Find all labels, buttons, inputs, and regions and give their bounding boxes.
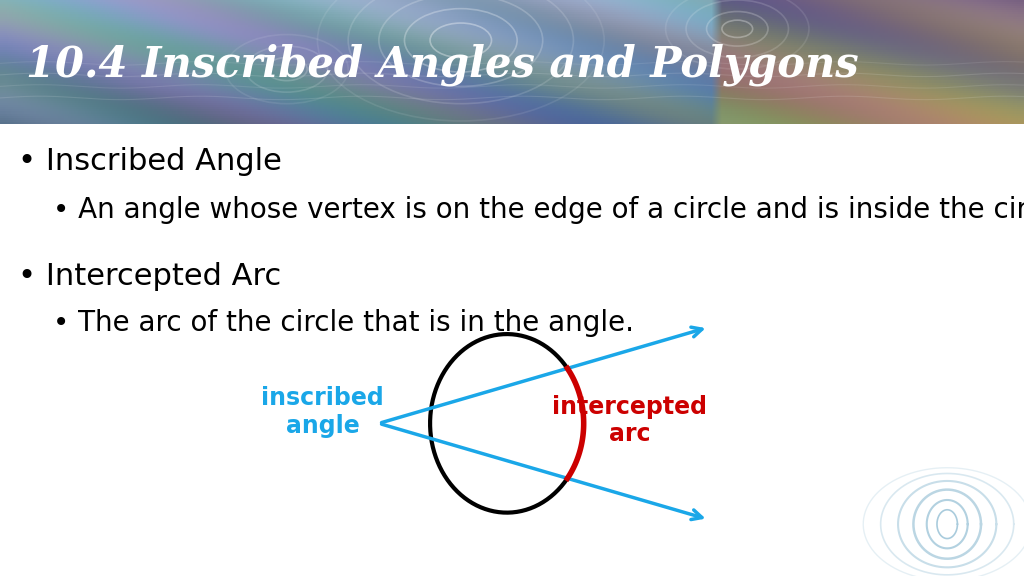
Text: intercepted
arc: intercepted arc [552, 395, 708, 446]
Text: inscribed
angle: inscribed angle [261, 386, 384, 438]
Text: • The arc of the circle that is in the angle.: • The arc of the circle that is in the a… [53, 309, 634, 336]
Text: 10.4 Inscribed Angles and Polygons: 10.4 Inscribed Angles and Polygons [26, 43, 858, 86]
Text: • Intercepted Arc: • Intercepted Arc [18, 262, 282, 291]
Text: • Inscribed Angle: • Inscribed Angle [18, 147, 283, 176]
Text: • An angle whose vertex is on the edge of a circle and is inside the circle.: • An angle whose vertex is on the edge o… [53, 196, 1024, 224]
